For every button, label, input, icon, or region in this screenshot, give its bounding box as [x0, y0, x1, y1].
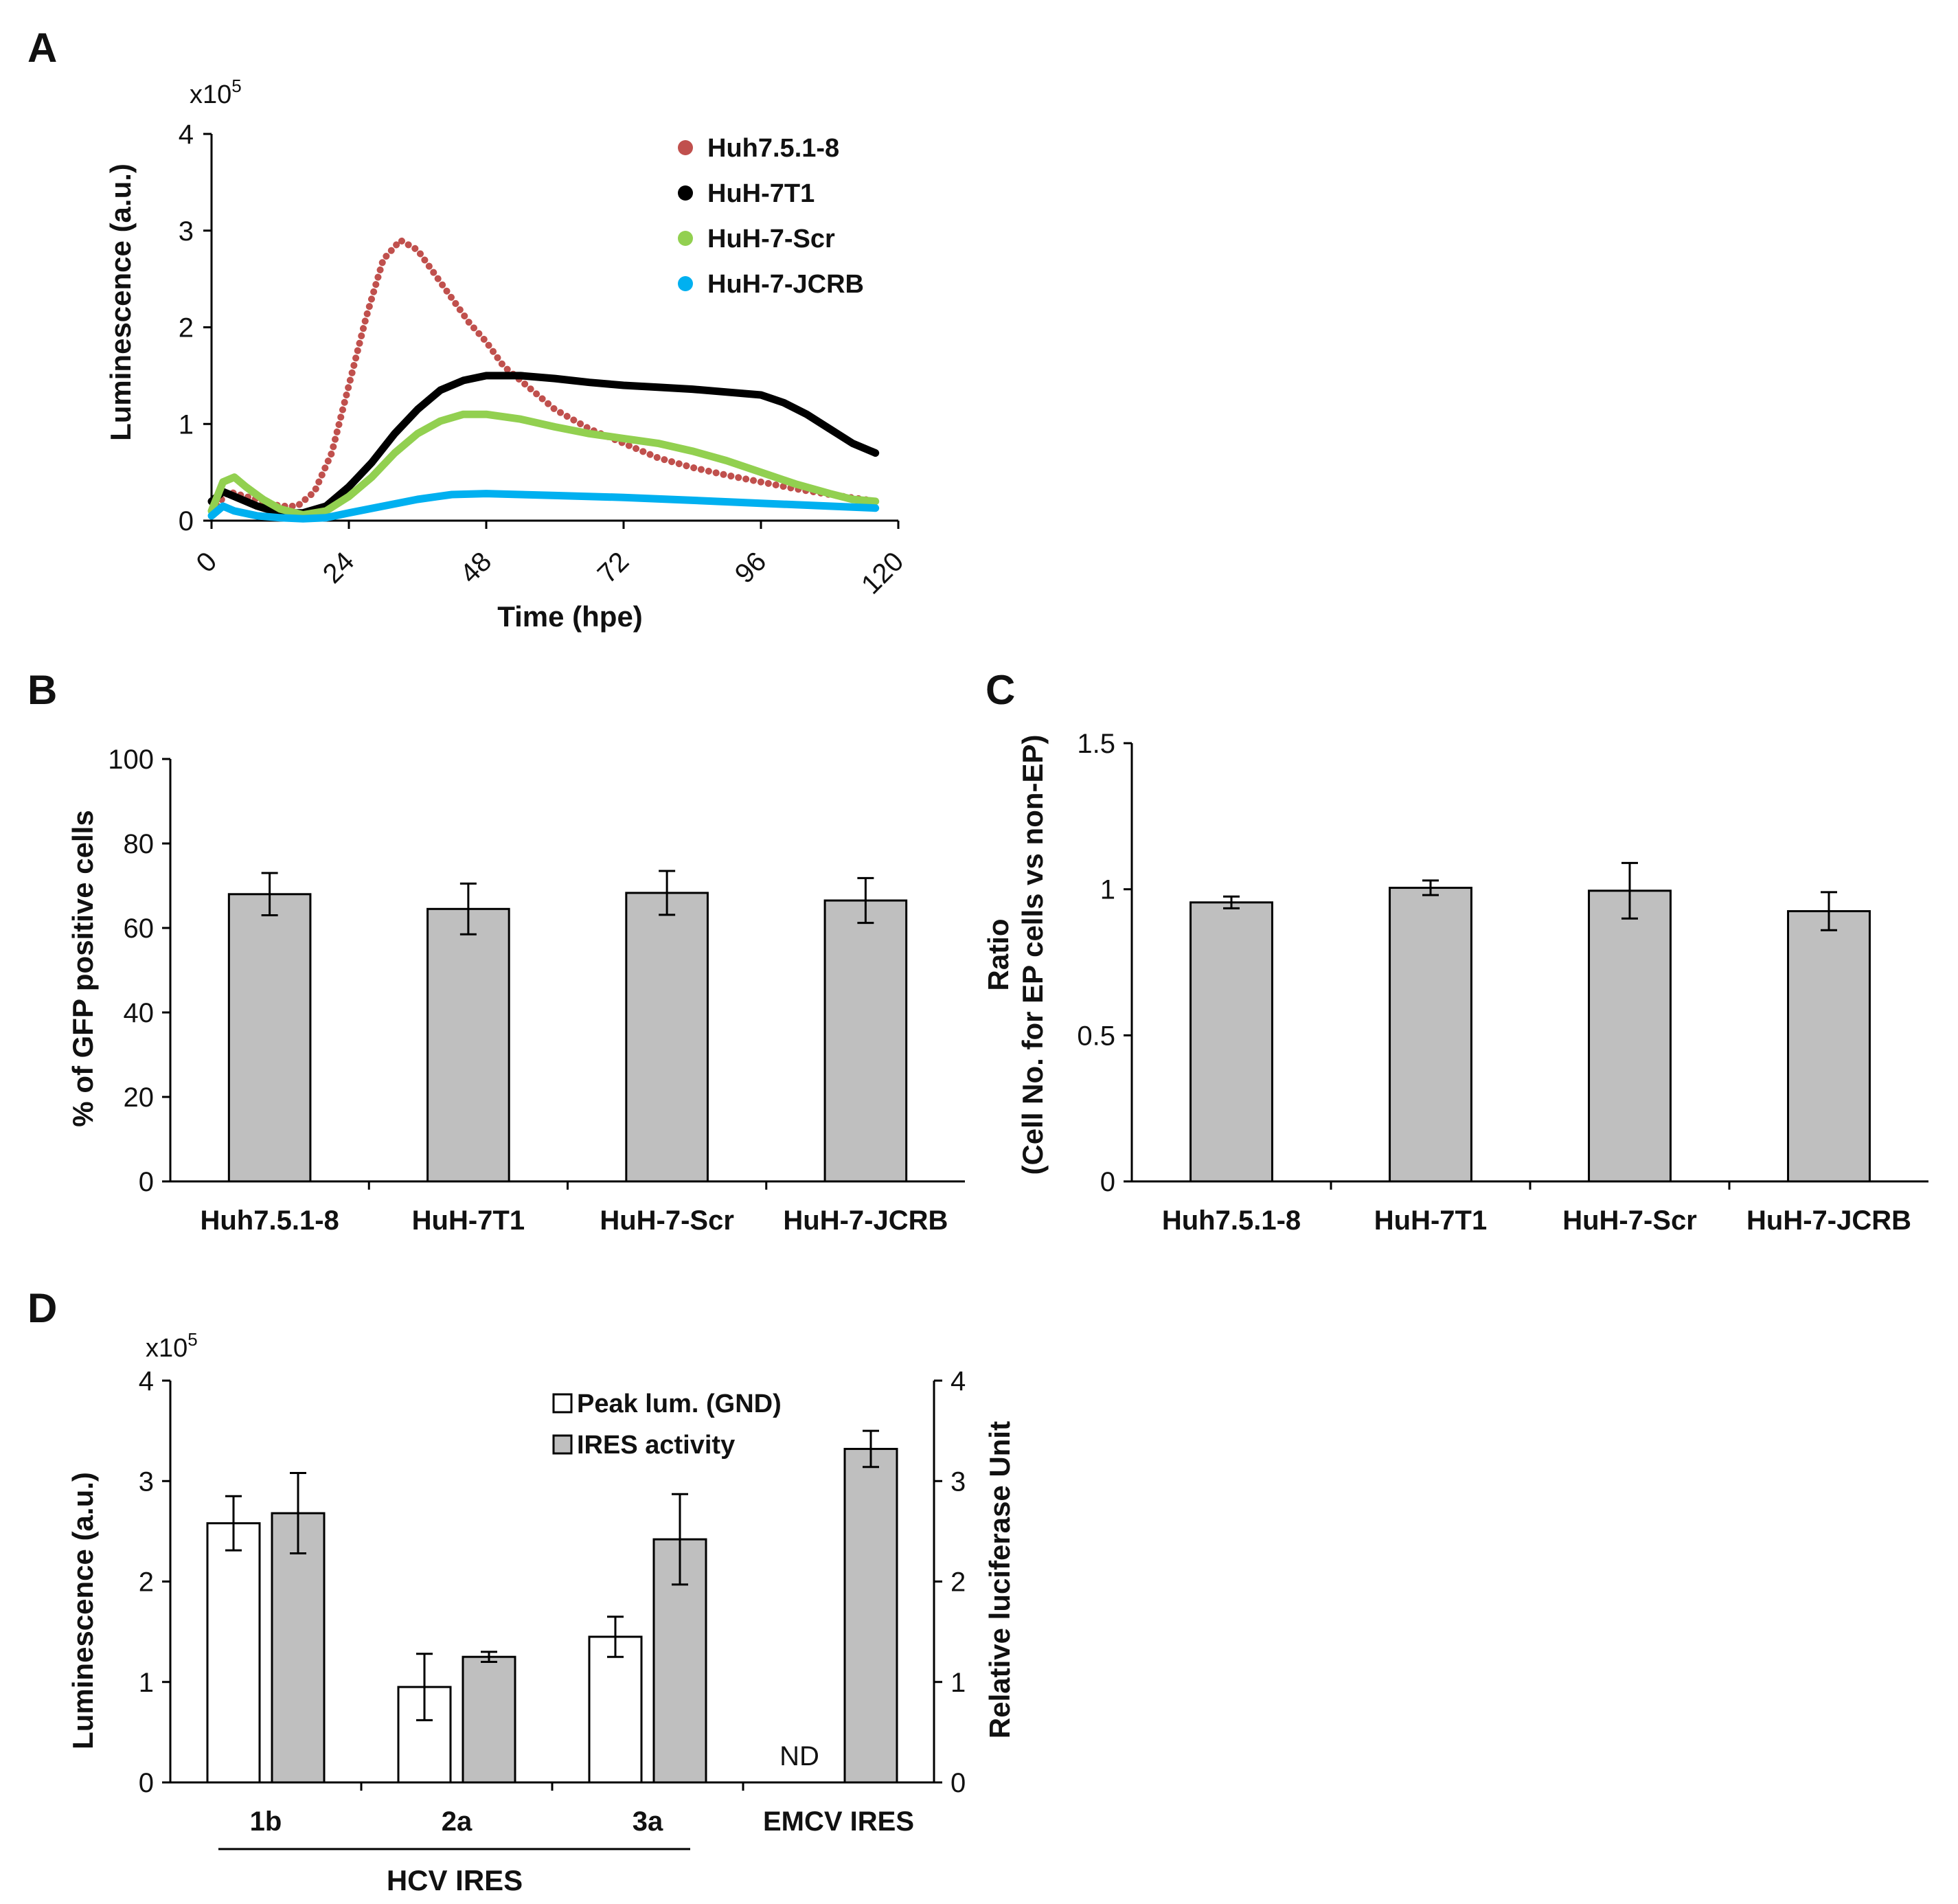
panel-d-category-label: 1b [250, 1806, 282, 1837]
panel-label-c: C [986, 667, 1015, 713]
panel-d-category-label: EMCV IRES [763, 1806, 914, 1837]
panel-d-bar-chart: x105 Luminescence (a.u.) Relative lucife… [67, 1329, 1016, 1896]
panel-c-category-label: Huh7.5.1-8 [1162, 1205, 1301, 1236]
panel-d-left-y-tick-label: 2 [139, 1567, 154, 1598]
panel-a-x-tick-label: 48 [455, 546, 498, 589]
panel-b-bar-chart: % of GFP positive cells 0 20 40 60 80 100 Huh7… [67, 745, 965, 1236]
panel-c-y-tick-label: 1.5 [1077, 729, 1115, 759]
panel-b-bar [227, 893, 312, 1183]
panel-b-y-tick-label: 40 [124, 998, 155, 1028]
panel-b-y-tick-label: 0 [139, 1167, 154, 1197]
panel-a-x-axis-label: Time (hpe) [497, 600, 643, 633]
panel-b-y-tick-label: 20 [124, 1083, 155, 1113]
panel-d-legend-swatch [552, 1434, 573, 1455]
panel-d-multiplier: x105 [146, 1329, 198, 1363]
panel-c-category-label: HuH-7T1 [1374, 1205, 1487, 1236]
panel-a-series-line [208, 236, 879, 514]
panel-a-legend-label: HuH-7-JCRB [707, 270, 864, 299]
panel-d-bar [271, 1512, 326, 1784]
panel-b-y-axis-label: % of GFP positive cells [67, 810, 99, 1126]
panel-b-category-label: HuH-7-Scr [600, 1205, 734, 1236]
panel-b-category-label: HuH-7T1 [412, 1205, 525, 1236]
panel-d-right-y-tick-label: 0 [950, 1768, 966, 1798]
panel-c-bar [1588, 889, 1672, 1183]
panel-d-nd-label: ND [779, 1741, 819, 1771]
panel-b-y-tick-label: 100 [108, 745, 154, 775]
panel-a-legend-marker [678, 276, 693, 291]
panel-a-y-tick-label: 4 [179, 120, 194, 150]
panel-c-bar-chart: Ratio (Cell No. for EP cells vs non-EP) … [982, 729, 1928, 1236]
panel-d-left-y-tick-label: 0 [139, 1768, 154, 1798]
panel-d-category-label: 3a [633, 1806, 663, 1837]
panel-label-b: B [27, 667, 57, 713]
panel-b-category-label: Huh7.5.1-8 [200, 1205, 339, 1236]
panel-b-bar [426, 907, 510, 1183]
panel-a-line-chart: x105 Luminescence (a.u.) Time (hpe) 0 1 2 3… [104, 76, 909, 633]
panel-c-y-axis-label-line1: Ratio [982, 919, 1014, 991]
panel-d-group-label: HCV IRES [387, 1864, 523, 1896]
panel-b-bar [625, 892, 709, 1183]
panel-d-category-label: 2a [442, 1806, 473, 1837]
panel-d-right-y-tick-label: 3 [950, 1466, 966, 1497]
panel-a-legend-label: HuH-7-Scr [707, 225, 835, 253]
panel-a-legend-marker [678, 140, 693, 155]
panel-b-y-tick-label: 60 [124, 914, 155, 944]
panel-d-right-y-tick-label: 2 [950, 1567, 966, 1598]
panel-d-bar [206, 1522, 261, 1784]
panel-a-legend-label: HuH-7T1 [707, 179, 815, 208]
panel-a-legend-marker [678, 185, 693, 201]
panel-c-y-tick-label: 1 [1100, 875, 1115, 905]
panel-c-bar [1189, 901, 1273, 1183]
panel-d-legend-swatch [552, 1393, 573, 1414]
panel-a-x-tick-label: 24 [317, 546, 361, 589]
panel-label-a: A [27, 25, 57, 71]
panel-a-y-tick-label: 2 [179, 313, 194, 343]
panel-d-bar [462, 1655, 516, 1784]
panel-a-y-axis-label: Luminescence (a.u.) [104, 163, 137, 441]
panel-a-series-line [207, 490, 880, 523]
panel-d-right-y-tick-label: 4 [950, 1366, 966, 1396]
panel-c-y-tick-label: 0 [1100, 1167, 1115, 1197]
panel-a-y-tick-label: 3 [179, 216, 194, 247]
panel-a-x-tick-label: 0 [191, 546, 223, 578]
panel-a-y-tick-label: 0 [179, 506, 194, 536]
panel-d-legend-label: Peak lum. (GND) [577, 1390, 782, 1418]
panel-a-y-tick-label: 1 [179, 409, 194, 440]
panel-d-bar [843, 1447, 898, 1784]
panel-b-bar [823, 899, 908, 1183]
panel-d-right-y-tick-label: 1 [950, 1668, 966, 1698]
panel-a-x-tick-label: 72 [592, 546, 635, 589]
panel-d-right-y-axis-label: Relative luciferase Unit [983, 1421, 1016, 1738]
panel-a-series-line [207, 410, 880, 519]
panel-d-left-y-tick-label: 1 [139, 1668, 154, 1698]
panel-d-left-y-axis-label: Luminescence (a.u.) [67, 1472, 99, 1749]
panel-c-y-tick-label: 0.5 [1077, 1021, 1115, 1051]
panel-c-category-label: HuH-7-JCRB [1746, 1205, 1911, 1236]
panel-d-bar [397, 1686, 452, 1784]
panel-d-legend-label: IRES activity [577, 1431, 735, 1460]
panel-d-bar [588, 1635, 643, 1784]
panel-c-bar [1787, 910, 1871, 1183]
panel-d-bar [652, 1538, 707, 1784]
panel-d-left-y-tick-label: 4 [139, 1366, 154, 1396]
panel-a-multiplier: x105 [190, 76, 242, 109]
panel-b-y-tick-label: 80 [124, 829, 155, 859]
panel-c-bar [1389, 887, 1472, 1183]
panel-a-legend-label: Huh7.5.1-8 [707, 134, 839, 163]
panel-b-category-label: HuH-7-JCRB [783, 1205, 948, 1236]
panel-label-d: D [27, 1285, 57, 1331]
panel-d-left-y-tick-label: 3 [139, 1466, 154, 1497]
panel-a-x-tick-label: 96 [729, 546, 773, 589]
panel-a-legend-marker [678, 231, 693, 246]
panel-c-y-axis-label-line2: (Cell No. for EP cells vs non-EP) [1016, 734, 1049, 1175]
panel-a-x-tick-label: 120 [856, 546, 909, 600]
panel-c-category-label: HuH-7-Scr [1562, 1205, 1697, 1236]
